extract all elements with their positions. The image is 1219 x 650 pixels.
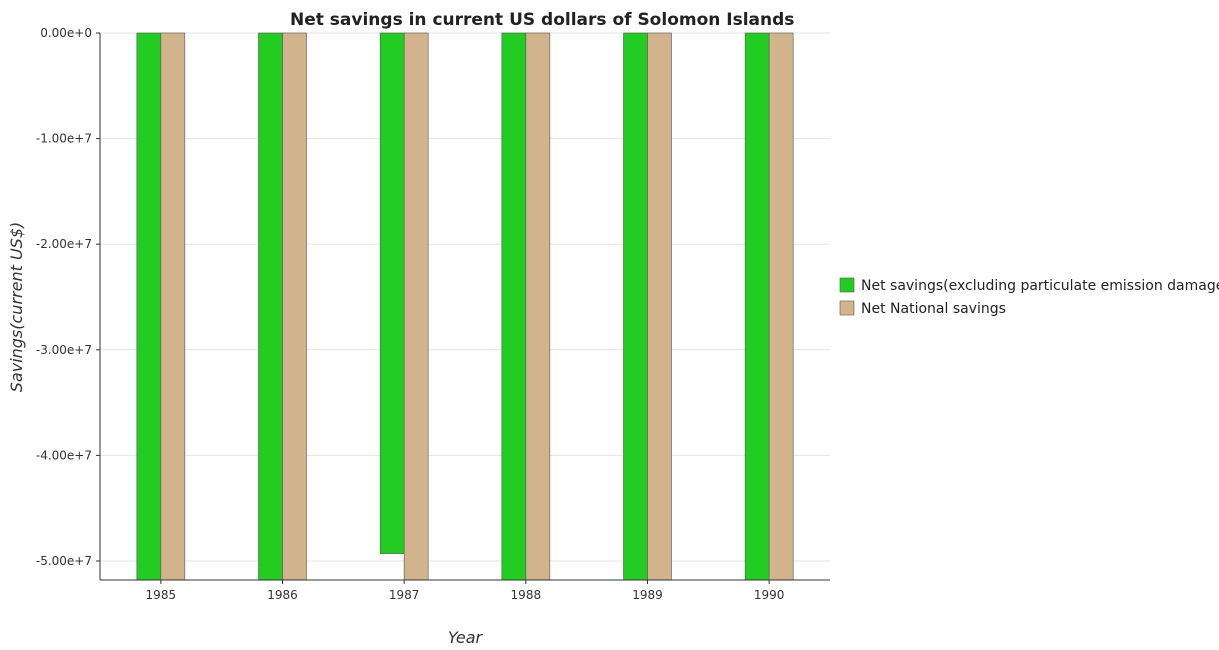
bar-net-national-savings-1986	[282, 32, 307, 581]
x-tick-label: 1987	[389, 588, 420, 602]
gridlines	[100, 32, 830, 580]
x-tick-label: 1986	[267, 588, 298, 602]
tick-labels: 0.00e+0 -1.00e+7 -2.00e+7 -3.00e+7 -4.00e+7 -…	[36, 26, 785, 602]
y-tick-label: -4.00e+7	[36, 448, 92, 462]
y-tick-label: 0.00e+0	[40, 26, 92, 40]
y-tick-label: -3.00e+7	[36, 343, 92, 357]
legend-swatch	[839, 277, 855, 293]
x-tick-label: 1988	[511, 588, 542, 602]
bar-net-national-savings-1990	[768, 32, 794, 581]
bar-net-savings-1986	[258, 32, 283, 581]
legend-label: Net National savings	[861, 301, 1006, 317]
bar-net-savings-1989	[623, 32, 648, 581]
bar-net-national-savings-1985	[160, 32, 186, 581]
x-tick-label: 1990	[754, 588, 785, 602]
y-tick-label: -2.00e+7	[36, 237, 92, 251]
bar-net-national-savings-1987	[403, 32, 429, 581]
legend: Net savings(excluding particulate emissi…	[839, 277, 1219, 317]
bar-net-savings-1987	[379, 32, 405, 554]
x-tick-label: 1985	[146, 588, 177, 602]
bar-net-savings-1985	[136, 32, 162, 581]
legend-label: Net savings(excluding particulate emissi…	[861, 278, 1219, 294]
legend-swatch	[839, 300, 855, 316]
y-axis-label: Savings(current US$)	[7, 222, 26, 392]
chart-title: Net savings in current US dollars of Sol…	[290, 10, 794, 30]
bar-net-savings-1990	[744, 32, 770, 581]
y-tick-label: -1.00e+7	[36, 132, 92, 146]
bars	[136, 32, 794, 581]
bar-net-national-savings-1989	[647, 32, 672, 581]
bar-net-national-savings-1988	[525, 32, 551, 581]
x-axis-label: Year	[448, 628, 484, 647]
x-tick-label: 1989	[632, 588, 663, 602]
axes	[96, 32, 830, 584]
y-tick-label: -5.00e+7	[36, 554, 92, 568]
bar-net-savings-1988	[501, 32, 527, 581]
